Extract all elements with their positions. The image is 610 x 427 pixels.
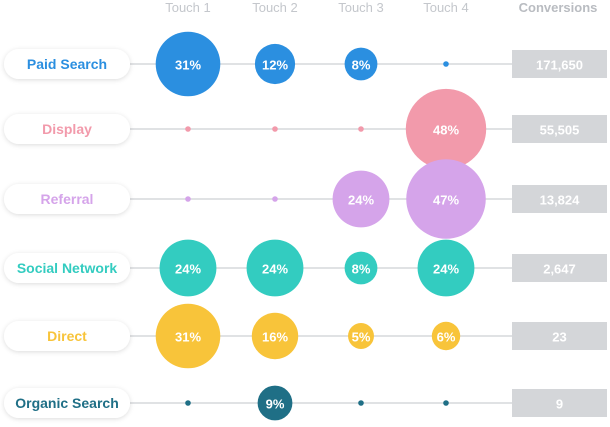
touch-percent-label: 8% <box>352 262 371 277</box>
touch-percent-label: 24% <box>433 262 459 277</box>
conversions-box <box>512 50 607 78</box>
channel-label: Direct <box>47 328 87 344</box>
touch-dot <box>185 126 191 132</box>
row-social-network: Social Network 24% 24% 8% 24% 2,647 <box>4 239 607 297</box>
touch-bubble <box>251 312 299 360</box>
touch-bubble <box>155 303 221 369</box>
touch-percent-label: 47% <box>433 193 459 208</box>
touch-percent-label: 24% <box>348 193 374 208</box>
header-conversions: Conversions <box>519 0 598 15</box>
row-display: Display 48% 55,505 <box>4 88 607 170</box>
touch-bubble <box>344 251 378 285</box>
conversions-box <box>512 115 607 143</box>
touch-bubble <box>155 31 221 97</box>
channel-label: Social Network <box>17 260 118 276</box>
row-organic-search: Organic Search 9% 9 <box>4 385 607 421</box>
conversions-box <box>512 185 607 213</box>
touch-bubble <box>406 159 486 239</box>
channel-label: Paid Search <box>27 56 107 72</box>
touch-dot <box>185 400 191 406</box>
touch-percent-label: 5% <box>352 330 371 345</box>
touch-dot <box>443 400 449 406</box>
touch-percent-label: 31% <box>175 58 201 73</box>
chart-rows: Paid Search 31% 12% 8% 171,650 Display 48% 55,5… <box>4 31 607 421</box>
touch-percent-label: 24% <box>262 262 288 277</box>
touch-dot <box>272 126 278 132</box>
touch-bubble <box>348 323 374 349</box>
conversions-value: 2,647 <box>543 262 576 277</box>
touch-bubble <box>332 170 390 228</box>
touch-percent-label: 16% <box>262 330 288 345</box>
touch-bubble <box>431 321 461 351</box>
touch-dot <box>358 126 364 132</box>
header-touch-1: Touch 1 <box>165 0 211 15</box>
channel-label: Display <box>42 121 92 137</box>
channel-label-pill <box>4 184 130 214</box>
row-direct: Direct 31% 16% 5% 6% 23 <box>4 303 607 369</box>
conversions-value: 13,824 <box>540 193 581 208</box>
row-paid-search: Paid Search 31% 12% 8% 171,650 <box>4 31 607 97</box>
channel-label: Organic Search <box>15 395 119 411</box>
channel-label-pill <box>4 114 130 144</box>
conversions-box <box>512 389 607 417</box>
touch-bubble <box>254 43 296 85</box>
header-touch-4: Touch 4 <box>423 0 469 15</box>
touch-percent-label: 9% <box>266 397 285 412</box>
touch-bubble <box>159 239 217 297</box>
touch-bubble <box>417 239 475 297</box>
channel-label-pill <box>4 253 130 283</box>
channel-label: Referral <box>41 191 94 207</box>
touch-percent-label: 12% <box>262 58 288 73</box>
touch-dot <box>272 196 278 202</box>
touch-bubble <box>405 88 487 170</box>
touch-percent-label: 31% <box>175 330 201 345</box>
row-referral: Referral 24% 47% 13,824 <box>4 159 607 239</box>
touch-bubble <box>344 47 378 81</box>
touch-bubble <box>246 239 304 297</box>
header-touch-2: Touch 2 <box>252 0 298 15</box>
conversions-value: 171,650 <box>536 58 583 73</box>
conversions-value: 9 <box>556 397 563 412</box>
touch-dot <box>185 196 191 202</box>
conversions-value: 23 <box>552 330 566 345</box>
touch-percent-label: 48% <box>433 123 459 138</box>
touch-bubble <box>257 385 293 421</box>
column-headers: Touch 1 Touch 2 Touch 3 Touch 4 Conversi… <box>165 0 597 15</box>
conversions-box <box>512 322 607 350</box>
header-touch-3: Touch 3 <box>338 0 384 15</box>
touch-dot <box>358 400 364 406</box>
touch-dot <box>443 61 449 67</box>
channel-label-pill <box>4 388 130 418</box>
channel-label-pill <box>4 49 130 79</box>
channel-label-pill <box>4 321 130 351</box>
conversions-box <box>512 254 607 282</box>
touch-percent-label: 6% <box>437 330 456 345</box>
touch-percent-label: 24% <box>175 262 201 277</box>
conversions-value: 55,505 <box>540 123 580 138</box>
touch-percent-label: 8% <box>352 58 371 73</box>
